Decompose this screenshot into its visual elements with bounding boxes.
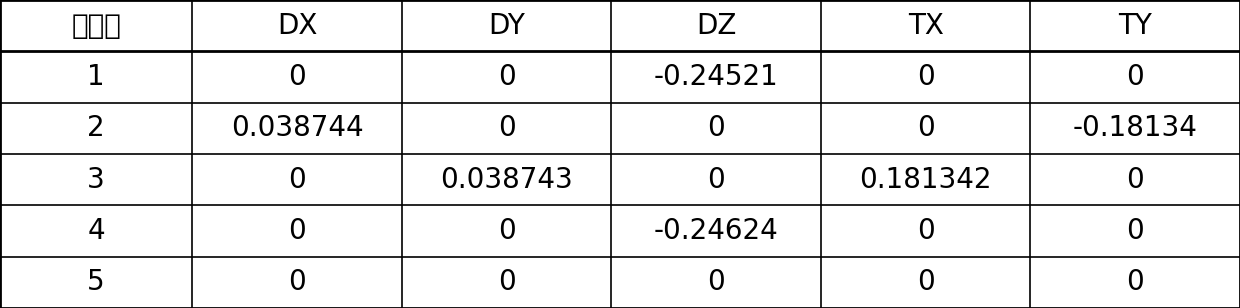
Bar (821, 51, 1030, 103)
Text: 1: 1 (87, 63, 105, 91)
Text: -0.24624: -0.24624 (653, 217, 779, 245)
Text: 0.038744: 0.038744 (231, 114, 363, 142)
Text: 0: 0 (1126, 63, 1145, 91)
Bar (821, 154, 1030, 205)
Bar (192, 103, 402, 154)
Text: 0: 0 (707, 166, 725, 194)
Bar (402, 103, 611, 154)
Bar (611, 257, 821, 308)
Bar (192, 0, 402, 51)
Text: 0: 0 (288, 166, 306, 194)
Bar (1030, 0, 1240, 51)
Text: 0: 0 (916, 114, 935, 142)
Bar (192, 51, 402, 103)
Text: 2: 2 (87, 114, 105, 142)
Text: DX: DX (277, 12, 317, 40)
Bar (821, 257, 1030, 308)
Text: 0: 0 (1126, 217, 1145, 245)
Text: TY: TY (1118, 12, 1152, 40)
Bar (821, 205, 1030, 257)
Text: 0: 0 (288, 268, 306, 296)
Bar (0, 205, 192, 257)
Text: TX: TX (908, 12, 944, 40)
Bar (402, 51, 611, 103)
Bar (611, 0, 821, 51)
Bar (402, 154, 611, 205)
Bar (402, 205, 611, 257)
Text: 0: 0 (916, 268, 935, 296)
Bar (192, 154, 402, 205)
Text: 0: 0 (1126, 268, 1145, 296)
Bar (0, 103, 192, 154)
Text: 0: 0 (1126, 166, 1145, 194)
Text: DZ: DZ (696, 12, 737, 40)
Text: -0.18134: -0.18134 (1073, 114, 1198, 142)
Bar (1030, 257, 1240, 308)
Bar (0, 0, 192, 51)
Text: 3: 3 (87, 166, 105, 194)
Text: 5: 5 (87, 268, 105, 296)
Text: 0.181342: 0.181342 (859, 166, 992, 194)
Bar (1030, 103, 1240, 154)
Bar (821, 0, 1030, 51)
Text: -0.24521: -0.24521 (653, 63, 779, 91)
Text: 0: 0 (916, 217, 935, 245)
Bar (611, 205, 821, 257)
Text: 0: 0 (707, 268, 725, 296)
Bar (1030, 51, 1240, 103)
Text: 0: 0 (497, 63, 516, 91)
Text: 0: 0 (497, 114, 516, 142)
Text: 失调量: 失调量 (71, 12, 122, 40)
Bar (611, 154, 821, 205)
Text: 0: 0 (497, 217, 516, 245)
Bar (192, 257, 402, 308)
Bar (192, 205, 402, 257)
Text: 0: 0 (916, 63, 935, 91)
Bar (402, 257, 611, 308)
Bar (821, 103, 1030, 154)
Bar (402, 0, 611, 51)
Bar (1030, 154, 1240, 205)
Bar (0, 257, 192, 308)
Text: 0: 0 (707, 114, 725, 142)
Text: 0: 0 (497, 268, 516, 296)
Text: 0.038743: 0.038743 (440, 166, 573, 194)
Bar (611, 51, 821, 103)
Text: 0: 0 (288, 63, 306, 91)
Bar (611, 103, 821, 154)
Text: 4: 4 (87, 217, 105, 245)
Bar (0, 51, 192, 103)
Text: DY: DY (489, 12, 525, 40)
Bar (1030, 205, 1240, 257)
Text: 0: 0 (288, 217, 306, 245)
Bar (0, 154, 192, 205)
